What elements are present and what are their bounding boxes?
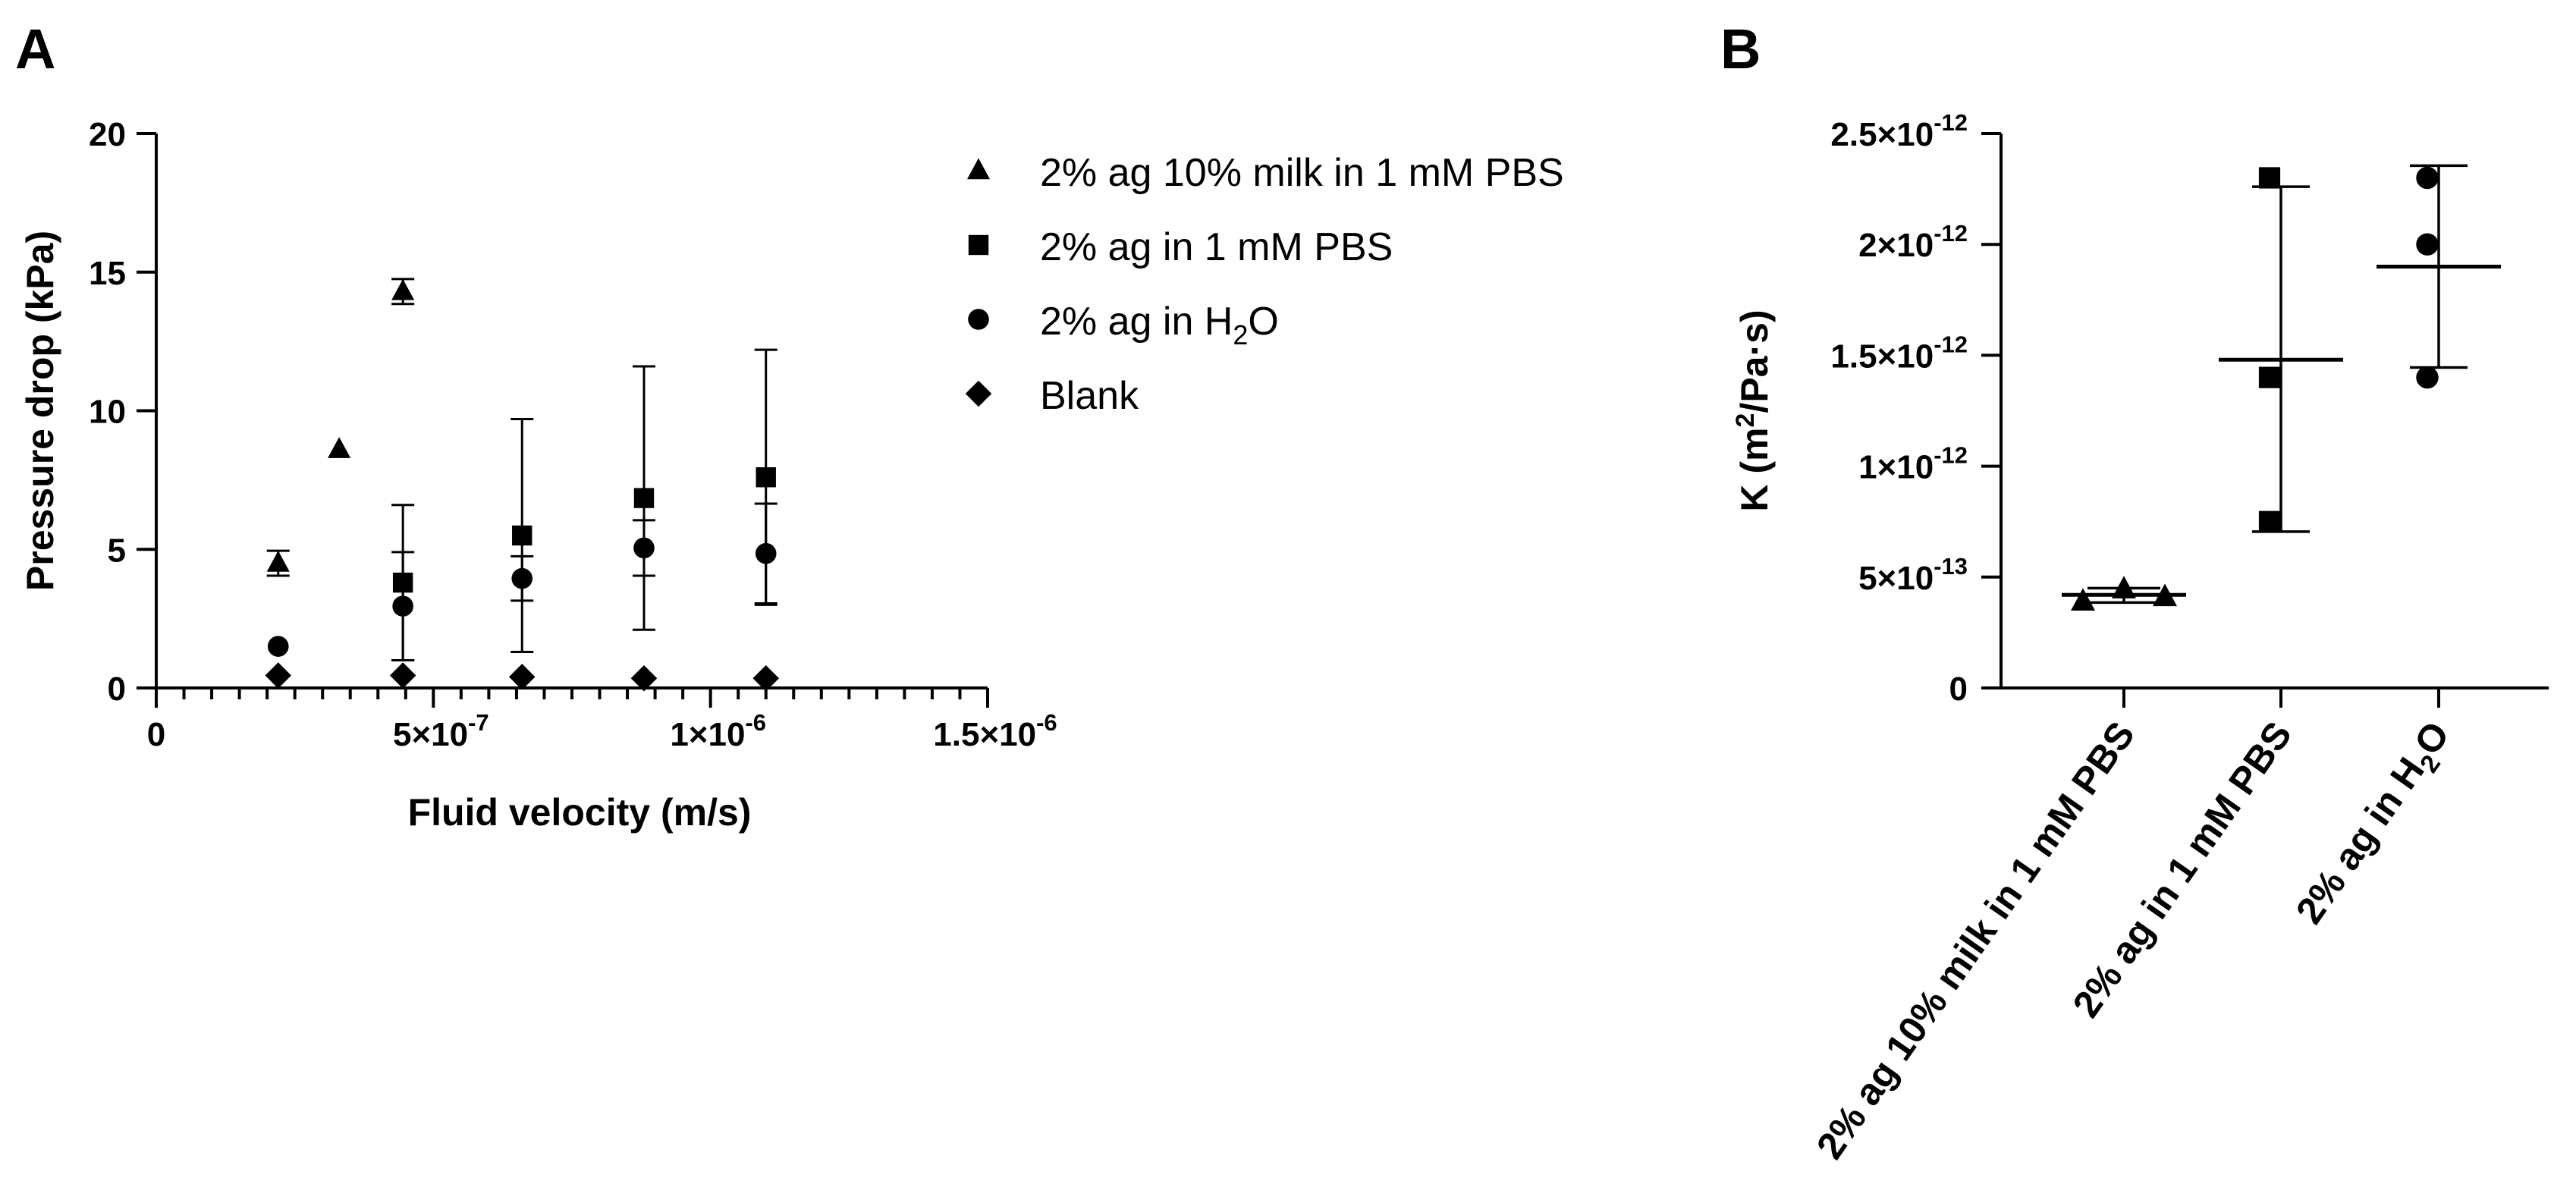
series-triangle [266,278,415,577]
legend-item: 2% ag in 1 mM PBS [968,225,1393,269]
series-square [391,348,778,661]
data-point-triangle [2153,583,2177,607]
data-point-circle [2416,233,2439,256]
y-tick-label: 0 [1949,671,1968,708]
data-point-diamond [389,662,416,689]
y-tick-label: 1×10-12 [1858,442,1968,486]
legend-marker-triangle [967,158,990,180]
y-tick-label: 20 [89,116,126,153]
data-point-triangle [328,437,351,458]
y-tick-label: 1.5×10-12 [1830,331,1968,375]
x-tick-label: 0 [147,716,165,753]
category-group: 2% ag in H2O [2288,164,2501,935]
legend-marker-square [968,234,989,256]
x-category-label: 2% ag 10% milk in 1 mM PBS [1808,714,2143,1167]
data-point-diamond [752,664,779,692]
data-point-diamond [630,664,658,692]
data-point-square [512,525,532,546]
data-point-triangle [2112,576,2136,598]
legend-marker-circle [968,309,989,330]
y-axis-title: Pressure drop (kPa) [19,231,61,591]
data-point-triangle [391,278,415,300]
data-point-diamond [265,662,291,689]
data-point-circle [2416,166,2439,190]
y-axis-title: K (m2/Pa·s) [1731,309,1776,511]
data-point-square [2258,510,2281,532]
data-point-circle [755,542,777,564]
data-point-circle [633,537,655,559]
panel-b-chart: 0 5×10-13 1×10-12 1.5×10-12 2×10-12 2.5×10-12… [1731,109,2549,1167]
x-tick-label: 5×10-7 [393,709,489,753]
y-tick-label: 5 [108,532,126,569]
panel-a-label: A [15,17,55,80]
y-tick-label: 10 [89,394,126,431]
data-point-triangle [2071,588,2095,611]
legend-label: 2% ag 10% milk in 1 mM PBS [1040,151,1564,195]
legend-item: 2% ag in H2O [968,300,1279,350]
panel-b-label: B [1720,17,1761,80]
x-tick-label: 1.5×10-6 [933,709,1057,753]
category-group: 2% ag 10% milk in 1 mM PBS [1808,576,2186,1167]
legend-item: 2% ag 10% milk in 1 mM PBS [967,151,1564,195]
x-tick-label: 1×10-6 [670,709,766,753]
data-point-square [2258,366,2281,388]
series-diamond [265,662,779,692]
data-point-square [756,467,776,488]
legend-item: Blank [965,374,1139,418]
panel-a-chart: 0 5×10-7 1×10-6 1.5×10-6 0 5 10 15 20 Fluid veloc… [19,116,1057,834]
data-point-triangle [266,551,290,572]
y-tick-label: 2×10-12 [1858,220,1968,264]
data-point-circle [392,595,413,617]
legend-label: 2% ag in H2O [1040,300,1279,350]
panel-a-legend: 2% ag 10% milk in 1 mM PBS 2% ag in 1 mM … [965,151,1564,418]
data-point-square [2258,167,2281,189]
data-point-circle [2416,366,2439,389]
data-point-square [633,488,655,508]
legend-label: 2% ag in 1 mM PBS [1040,225,1393,269]
y-tick-label: 2.5×10-12 [1830,109,1968,153]
series-circle [267,502,778,661]
legend-marker-diamond [965,380,992,407]
y-tick-label: 15 [89,255,126,292]
x-category-label: 2% ag in H2O [2288,714,2463,935]
data-point-circle [267,636,289,657]
y-tick-label: 0 [108,671,126,708]
data-point-diamond [508,664,536,690]
x-axis-title: Fluid velocity (m/s) [408,791,752,834]
data-point-circle [511,567,533,589]
y-tick-label: 5×10-13 [1858,553,1968,597]
legend-label: Blank [1040,374,1139,418]
